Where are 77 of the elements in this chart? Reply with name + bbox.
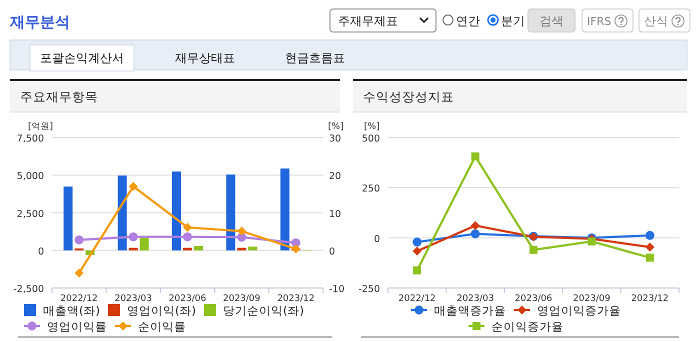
bar	[118, 176, 127, 250]
text: 검색	[540, 14, 564, 28]
legend-label: 순이익률	[138, 320, 186, 334]
x-tick-label: 2022/12	[60, 294, 98, 304]
legend-label: 영업이익률	[47, 320, 107, 334]
point	[291, 244, 300, 254]
x-tick-label: 2023/03	[114, 294, 152, 304]
bar	[140, 238, 149, 250]
point	[530, 246, 538, 254]
y2-axis-title: [%]	[328, 122, 344, 132]
point	[588, 237, 596, 246]
bar	[128, 248, 138, 250]
y-tick-label: 0	[38, 246, 44, 258]
chart-title: 수익성장성지표	[363, 89, 454, 104]
legend-label: 당기순이익(좌)	[222, 304, 304, 318]
bar	[280, 168, 290, 250]
y2-tick-label: 0	[329, 246, 336, 258]
bar	[237, 248, 246, 250]
y-axis-title: [억원]	[28, 122, 54, 132]
bar	[172, 172, 181, 250]
legend-label: 매출액증가율	[434, 304, 506, 318]
y-tick-label: 0	[374, 234, 380, 245]
point	[645, 242, 654, 252]
y-tick-label: 500	[362, 134, 380, 144]
point	[128, 182, 138, 191]
text: 연간	[456, 14, 480, 28]
x-tick-label: 2022/12	[398, 294, 436, 304]
text: 재무상태표	[175, 51, 235, 65]
bar	[226, 174, 236, 250]
point	[646, 254, 654, 262]
point	[413, 266, 422, 274]
legend-label: 순이익증가율	[492, 320, 564, 334]
legend-label: 매출액(좌)	[43, 304, 100, 318]
point	[470, 229, 480, 238]
x-tick-label: 2023/06	[168, 294, 206, 304]
bar	[183, 248, 192, 250]
x-tick-label: 2023/03	[456, 294, 494, 304]
point	[471, 152, 480, 160]
x-tick-label: 2023/06	[514, 294, 552, 304]
y-axis-title: [%]	[364, 122, 380, 132]
point	[412, 238, 422, 247]
y2-tick-label: 30	[329, 134, 342, 144]
point	[183, 222, 192, 232]
point	[74, 268, 84, 278]
point	[412, 246, 422, 256]
y-tick-label: 250	[362, 184, 380, 195]
legend-label: 영업이익(좌)	[126, 304, 196, 318]
y-tick-label: 2,500	[16, 208, 44, 220]
x-tick-label: 2023/09	[573, 294, 611, 304]
y-tick-label: 5,000	[16, 171, 44, 182]
point	[645, 230, 654, 240]
text: 산식	[644, 14, 668, 28]
chart-title: 주요재무항목	[20, 89, 98, 104]
x-tick-label: 2023/12	[277, 294, 315, 304]
legend-label: 영업이익증가율	[537, 304, 621, 318]
bar	[248, 246, 258, 250]
point	[470, 221, 480, 230]
bar	[194, 246, 203, 250]
y-tick-label: -2,500	[13, 284, 44, 295]
point	[183, 232, 192, 242]
text: 분기	[501, 14, 525, 28]
y2-tick-label: 20	[329, 171, 342, 182]
point	[128, 232, 138, 242]
text: 포괄손익계산서	[40, 51, 124, 65]
x-tick-label: 2023/09	[223, 294, 261, 304]
y-tick-label: 7,500	[16, 134, 44, 144]
text: IFRS	[587, 15, 612, 28]
y2-tick-label: 10	[329, 208, 342, 220]
y2-tick-label: -10	[329, 284, 345, 295]
text: 현금흐름표	[285, 51, 345, 65]
point	[74, 235, 84, 244]
x-tick-label: 2023/12	[631, 294, 669, 304]
y-tick-label: -250	[358, 284, 380, 295]
text: 주재무제표	[338, 14, 398, 28]
bar	[64, 186, 73, 250]
text: 재무분석	[9, 13, 70, 31]
point	[237, 226, 246, 236]
